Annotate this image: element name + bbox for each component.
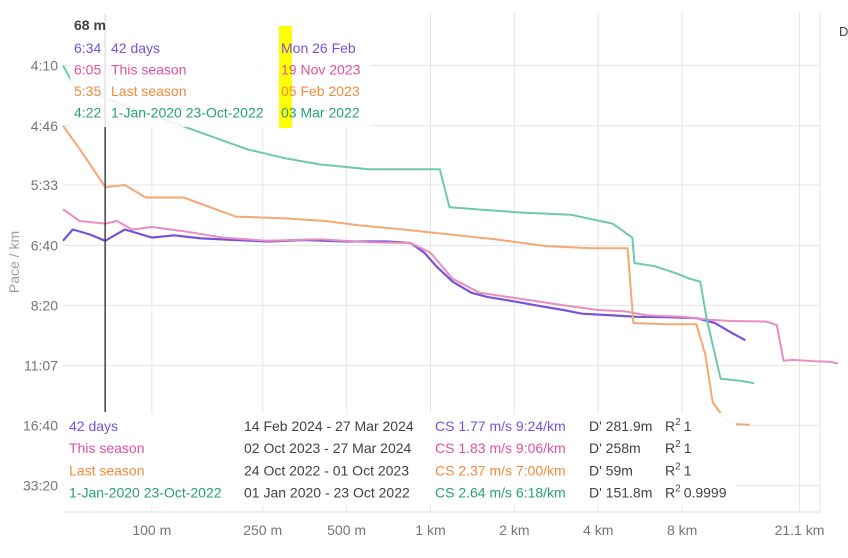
legend-r-squared: R2 0.9999 <box>665 484 727 501</box>
legend-r-squared: R2 1 <box>665 461 692 478</box>
x-tick-label: 500 m <box>327 522 366 538</box>
legend-critical-speed: CS 1.83 m/s 9:06/km <box>435 440 566 456</box>
legend-row[interactable]: 42 days 14 Feb 2024 - 27 Mar 2024 CS 1.77 … <box>69 417 692 434</box>
y-tick-label: 4:10 <box>31 57 58 73</box>
legend-series-name: 42 days <box>69 418 118 434</box>
r2-superscript: 2 <box>675 417 681 428</box>
r2-value: 1 <box>684 440 692 456</box>
hover-label: Last season <box>111 83 187 99</box>
legend: 42 days 14 Feb 2024 - 27 Mar 2024 CS 1.77 … <box>64 413 736 505</box>
y-tick-label: 33:20 <box>23 477 58 493</box>
legend-row[interactable]: Last season 24 Oct 2022 - 01 Oct 2023 CS 2… <box>69 461 692 478</box>
y-tick-label: 6:40 <box>31 237 58 253</box>
r2-label: R <box>665 462 675 478</box>
legend-d-prime: D' 151.8m <box>589 485 652 501</box>
legend-critical-speed: CS 2.37 m/s 7:00/km <box>435 462 566 478</box>
legend-series-name: Last season <box>69 462 145 478</box>
legend-row[interactable]: This season 02 Oct 2023 - 27 Mar 2024 CS 1… <box>69 439 692 456</box>
x-axis-ticks: 100 m 250 m 500 m 1 km 2 km 4 km 8 km 21.1 km <box>132 522 824 538</box>
legend-d-prime: D' 59m <box>589 462 633 478</box>
x-tick-label: 4 km <box>583 522 613 538</box>
legend-r-squared: R2 1 <box>665 439 692 456</box>
legend-date-range: 01 Jan 2020 - 23 Oct 2022 <box>244 485 410 501</box>
legend-series-name: This season <box>69 440 144 456</box>
r2-value: 0.9999 <box>684 485 727 501</box>
y-tick-label: 5:33 <box>31 177 58 193</box>
legend-r-squared: R2 1 <box>665 417 692 434</box>
r2-value: 1 <box>684 462 692 478</box>
legend-background <box>64 413 736 505</box>
x-tick-label: 100 m <box>132 522 171 538</box>
hover-pace: 5:35 <box>74 83 101 99</box>
hover-readout: 68 m 6:34 42 days Mon 26 Feb 6:05 This seaso… <box>70 13 370 128</box>
y-tick-label: 11:07 <box>24 357 58 373</box>
hover-label: 42 days <box>111 40 160 56</box>
legend-date-range: 14 Feb 2024 - 27 Mar 2024 <box>244 418 414 434</box>
hover-pace: 6:34 <box>74 40 101 56</box>
r2-superscript: 2 <box>675 461 681 472</box>
y-axis-ticks: 4:10 4:46 5:33 6:40 8:20 11:07 16:40 33:20 <box>23 57 58 493</box>
r2-value: 1 <box>684 418 692 434</box>
hover-date: 03 Mar 2022 <box>281 105 360 121</box>
y-tick-label: 4:46 <box>31 118 58 134</box>
series-lines <box>62 64 839 426</box>
edge-label: D <box>839 24 848 39</box>
legend-series-name: 1-Jan-2020 23-Oct-2022 <box>69 485 222 501</box>
y-tick-label: 16:40 <box>23 417 58 433</box>
r2-label: R <box>665 418 675 434</box>
r2-label: R <box>665 440 675 456</box>
hover-label: 1-Jan-2020 23-Oct-2022 <box>111 105 264 121</box>
hover-date: 19 Nov 2023 <box>281 62 361 78</box>
hover-label: This season <box>111 62 186 78</box>
series-line-2[interactable] <box>62 208 839 365</box>
hover-pace: 6:05 <box>74 62 101 78</box>
x-tick-label: 1 km <box>415 522 445 538</box>
legend-date-range: 02 Oct 2023 - 27 Mar 2024 <box>244 440 412 456</box>
hover-date: Mon 26 Feb <box>281 40 356 56</box>
r2-superscript: 2 <box>675 484 681 495</box>
legend-d-prime: D' 258m <box>589 440 641 456</box>
legend-critical-speed: CS 1.77 m/s 9:24/km <box>435 418 566 434</box>
x-tick-label: 2 km <box>499 522 529 538</box>
hover-background <box>70 13 370 127</box>
x-tick-label: 250 m <box>243 522 282 538</box>
r2-superscript: 2 <box>675 439 681 450</box>
hover-pace: 4:22 <box>74 105 101 121</box>
legend-d-prime: D' 281.9m <box>589 418 652 434</box>
hover-date: 05 Feb 2023 <box>281 83 360 99</box>
highlight-mark <box>279 26 292 128</box>
legend-critical-speed: CS 2.64 m/s 6:18/km <box>435 485 566 501</box>
series-line-1[interactable] <box>62 228 746 342</box>
legend-row[interactable]: 1-Jan-2020 23-Oct-2022 01 Jan 2020 - 23 O… <box>69 484 727 501</box>
y-tick-label: 8:20 <box>31 297 58 313</box>
series-line-4[interactable] <box>62 64 755 385</box>
hover-distance: 68 m <box>74 17 106 33</box>
x-tick-label: 21.1 km <box>775 522 825 538</box>
series-line-3[interactable] <box>62 125 750 426</box>
legend-date-range: 24 Oct 2022 - 01 Oct 2023 <box>244 462 409 478</box>
x-tick-label: 8 km <box>667 522 697 538</box>
r2-label: R <box>665 485 675 501</box>
y-axis-label: Pace / km <box>6 231 22 293</box>
